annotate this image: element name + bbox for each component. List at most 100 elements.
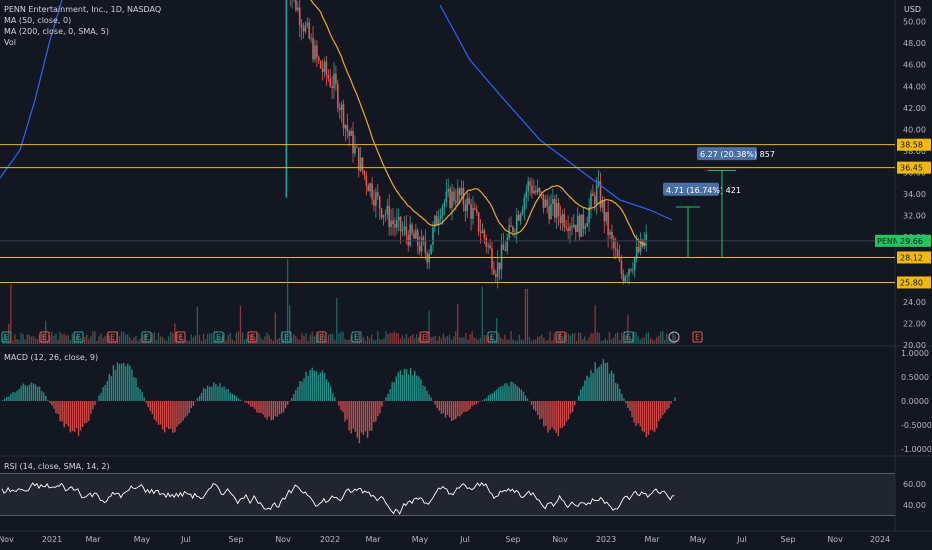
volume-bar [373,339,375,344]
volume-bar [303,335,305,344]
volume-bar [662,331,664,344]
candle-body [574,224,577,233]
candle-body [306,22,309,26]
candle-body [317,57,320,62]
volume-bar [293,334,295,344]
macd-bar [426,390,428,401]
macd-bar [325,379,328,401]
macd-bar [668,401,670,409]
volume-bar [317,333,319,344]
candle-body [597,181,600,185]
volume-bar [580,333,582,344]
macd-bar [26,386,28,401]
macd-bar [590,370,592,401]
volume-bar [362,337,365,344]
volume-bar [20,332,22,344]
volume-bar [248,334,250,344]
macd-bar [639,401,641,427]
macd-bar [49,401,51,404]
volume-bar [596,331,598,344]
earnings-marker [281,331,292,343]
macd-bar [323,372,326,401]
x-tick-label: Nov [827,535,843,544]
macd-bar [282,401,285,413]
candle-body [390,220,392,227]
macd-bar [225,389,227,401]
macd-bar [47,400,49,401]
macd-bar [301,381,303,401]
volume-bar [239,305,242,344]
candle-body [352,130,354,154]
macd-bar [666,401,668,410]
macd-bar [188,401,190,414]
volume-bar [49,335,51,344]
macd-bar [450,401,453,422]
earnings-marker [487,331,498,343]
volume-bar [504,334,506,344]
macd-bar [414,370,416,401]
macd-bar [190,401,192,409]
macd-bar [79,401,82,431]
volume-bar [69,339,71,344]
volume-bar [311,331,313,344]
volume-bar [51,331,53,344]
rsi-tick-label: 40.00 [903,501,926,510]
volume-bar [625,335,627,344]
volume-bar [313,336,315,344]
earnings-marker-label: E [216,333,221,342]
candle-body [538,188,541,193]
volume-bar [606,340,609,344]
macd-bar [670,401,672,404]
macd-bar [422,385,424,401]
macd-bar [557,401,559,437]
volume-bar [325,340,328,344]
macd-bar [438,401,441,411]
macd-bar [127,363,129,401]
candle-body [519,214,522,221]
earnings-marker-label: E [626,333,631,342]
candle-body [571,226,573,228]
macd-bar [14,392,16,401]
volume-bar [416,334,418,344]
volume-bar [192,337,194,344]
level-tag-label: 36.45 [900,164,923,173]
macd-bar [211,386,213,401]
macd-bar [286,401,289,405]
macd-bar [631,401,633,418]
volume-bar [371,334,373,344]
macd-bar [77,401,80,436]
candle-body [645,234,647,241]
macd-bar [627,401,629,408]
candle-body [595,184,598,205]
candle-body [451,191,453,208]
volume-bar [375,340,377,344]
candle-body [367,185,370,192]
macd-bar [45,395,47,401]
macd-bar [674,397,676,401]
measure-label: 4.71 (16.74%) 421 [666,186,741,195]
volume-bar [500,337,502,344]
volume-bar [88,339,90,344]
volume-bar [231,339,233,344]
candle-body [401,229,404,232]
volume-bar [430,337,432,344]
macd-bar [57,401,59,414]
macd-bar [252,401,254,407]
candle-body [563,214,566,227]
macd-bar [655,401,658,429]
candle-body [534,190,537,193]
macd-bar [151,401,154,414]
candle-body [559,215,562,223]
macd-bar [81,401,84,427]
candle-body [521,209,524,215]
macd-bar [166,401,168,428]
y-tick-label: 22.00 [903,319,926,328]
volume-bar [127,334,129,344]
volume-bar [571,333,574,344]
earnings-marker [623,331,634,343]
level-tag-label: 25.80 [900,278,923,287]
macd-bar [321,370,324,401]
volume-bar [276,339,278,344]
candle-body [546,199,549,207]
